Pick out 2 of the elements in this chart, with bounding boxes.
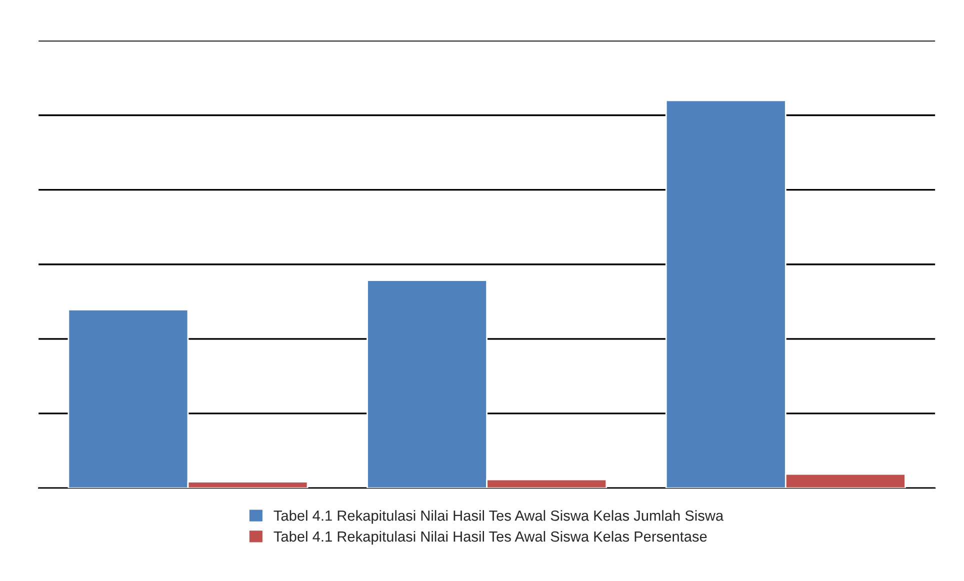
legend-label: Tabel 4.1 Rekapitulasi Nilai Hasil Tes Awal Siswa Kelas Persentase [274,531,707,545]
legend-label: Tabel 4.1 Rekapitulasi Nilai Hasil Tes Awal Siswa Kelas Jumlah Siswa [274,510,724,524]
